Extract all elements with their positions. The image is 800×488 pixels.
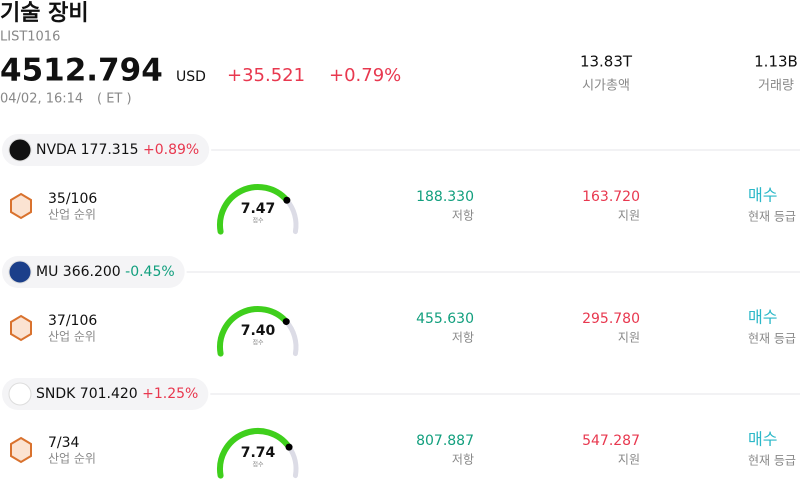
ticker: SNDK	[36, 386, 76, 402]
gauge-fill	[217, 306, 290, 357]
resistance: 455.630	[416, 311, 474, 327]
score-label: 점수	[252, 340, 264, 347]
stock-chip[interactable]: SNDK 701.420 +1.25%	[2, 378, 209, 410]
rank-icon	[10, 436, 32, 464]
stock-chip-label: NVDA 177.315 +0.89%	[36, 142, 199, 158]
rating: 매수	[748, 430, 777, 449]
chip-bg	[2, 256, 185, 288]
support-label: 지원	[618, 331, 640, 345]
support: 547.287	[582, 433, 640, 449]
datetime: 04/02, 16:14	[0, 92, 83, 107]
score: 7.40	[241, 323, 276, 339]
support-label: 지원	[618, 209, 640, 223]
gauge-fill	[217, 184, 290, 235]
stat-label: 시가총액	[582, 79, 630, 94]
rank-icon	[10, 192, 32, 220]
resistance-label: 저항	[452, 209, 474, 223]
gauge-dot	[283, 196, 291, 204]
chip-bg	[2, 378, 209, 410]
change-pct: +0.79%	[329, 65, 401, 86]
gauge-dot	[282, 318, 290, 326]
score: 7.74	[241, 445, 276, 461]
score-label: 점수	[252, 462, 264, 469]
gauge-track	[283, 319, 299, 357]
stat-label: 거래량	[758, 79, 794, 94]
support: 295.780	[582, 311, 640, 327]
stock-chip[interactable]: NVDA 177.315 +0.89%	[2, 134, 210, 166]
stat-value: 13.83T	[580, 53, 633, 71]
gauge-fill	[217, 428, 293, 479]
price: 4512.794	[0, 53, 163, 89]
rating-label: 현재 등급	[748, 332, 796, 346]
timezone: ( ET )	[97, 92, 132, 107]
change: +0.89%	[143, 142, 199, 158]
price: 366.200	[63, 264, 121, 280]
change: -0.45%	[125, 264, 175, 280]
resistance-label: 저항	[452, 331, 474, 345]
change: +35.521	[227, 65, 305, 86]
title: 기술 장비	[0, 1, 89, 26]
rank-label: 산업 순위	[48, 208, 96, 222]
rating: 매수	[748, 308, 777, 327]
rank-label: 산업 순위	[48, 330, 96, 344]
logo	[8, 138, 32, 162]
rating-label: 현재 등급	[748, 210, 796, 224]
stock-chip[interactable]: MU 366.200 -0.45%	[2, 256, 185, 288]
ticker: MU	[36, 264, 58, 280]
ticker: NVDA	[36, 142, 77, 158]
stat-value: 1.13B	[754, 53, 798, 71]
rating-label: 현재 등급	[748, 454, 796, 468]
rank: 7/34	[48, 435, 80, 451]
logo	[8, 382, 32, 406]
gauge-track	[284, 197, 299, 235]
resistance: 188.330	[416, 189, 474, 205]
gauge-track	[286, 444, 299, 479]
change: +1.25%	[142, 386, 198, 402]
code: LIST1016	[0, 30, 60, 45]
resistance: 807.887	[416, 433, 474, 449]
rank-icon	[10, 314, 32, 342]
rank: 35/106	[48, 191, 97, 207]
price: 701.420	[80, 386, 138, 402]
support: 163.720	[582, 189, 640, 205]
gauge-dot	[285, 443, 293, 451]
currency: USD	[176, 69, 206, 85]
resistance-label: 저항	[452, 453, 474, 467]
stock-chip-label: SNDK 701.420 +1.25%	[36, 386, 198, 402]
score-label: 점수	[252, 218, 264, 225]
logo	[8, 260, 32, 284]
rank: 37/106	[48, 313, 97, 329]
price: 177.315	[81, 142, 139, 158]
support-label: 지원	[618, 453, 640, 467]
rating: 매수	[748, 186, 777, 205]
stock-chip-label: MU 366.200 -0.45%	[36, 264, 175, 280]
rank-label: 산업 순위	[48, 452, 96, 466]
score: 7.47	[241, 201, 276, 217]
chip-bg	[2, 134, 210, 166]
